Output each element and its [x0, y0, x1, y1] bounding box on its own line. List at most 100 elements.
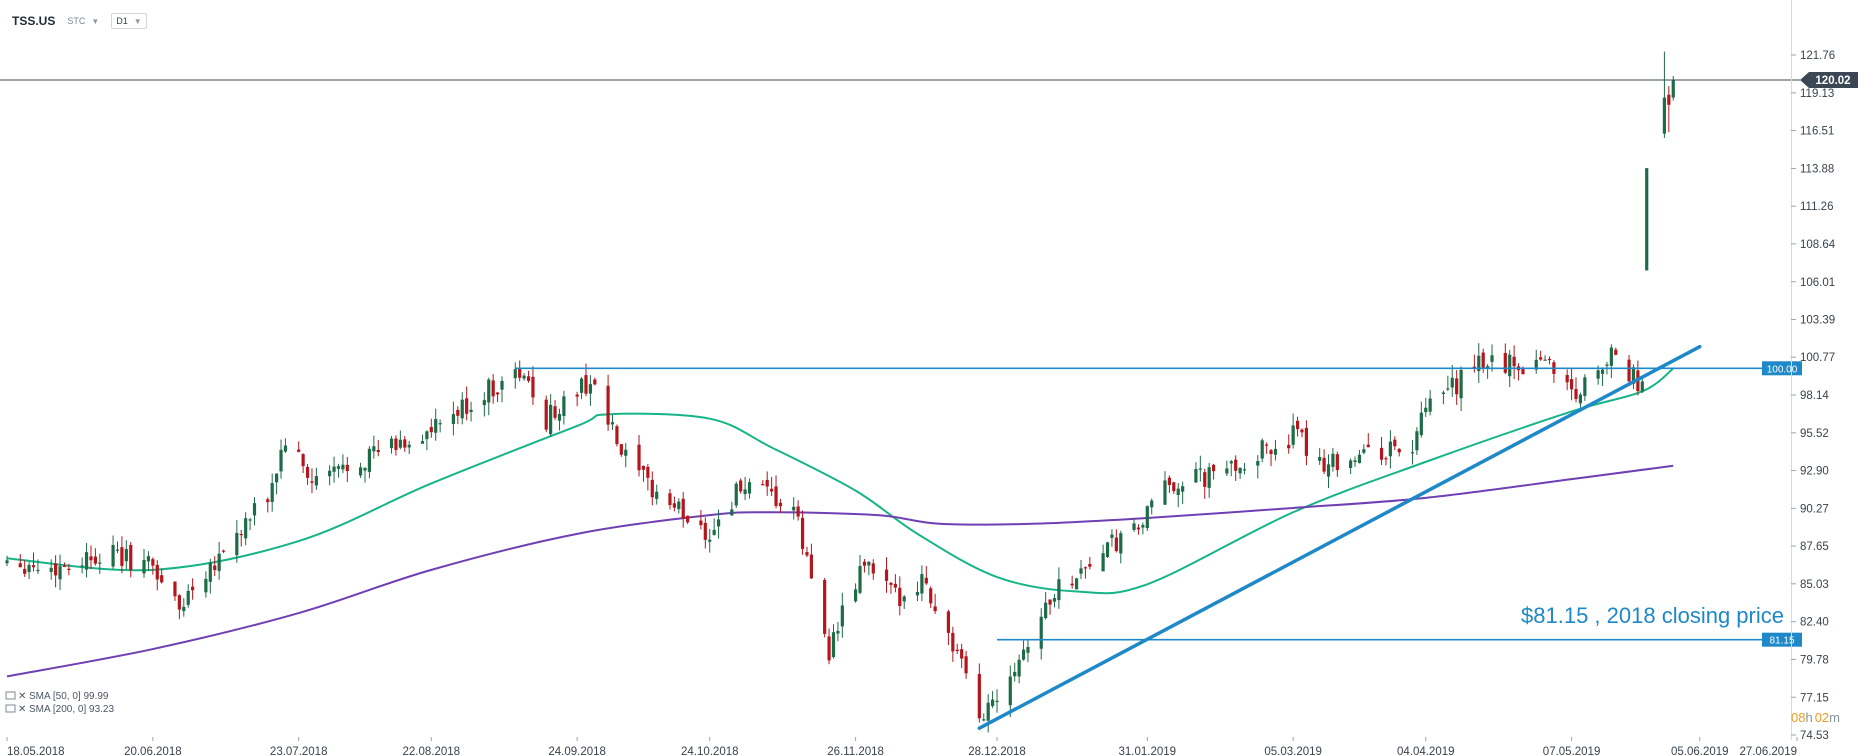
candle: [712, 518, 716, 536]
candle: [1349, 458, 1353, 475]
candle: [1503, 343, 1507, 375]
candle: [933, 593, 937, 614]
candle-body: [641, 465, 646, 470]
date-tick-label: 24.10.2018: [681, 746, 739, 756]
candle: [239, 529, 243, 547]
candle-body: [977, 673, 981, 719]
candle-body: [1295, 420, 1300, 430]
candle: [646, 463, 650, 491]
interval-value: D1: [116, 16, 128, 26]
candle-body: [1490, 355, 1494, 362]
candle: [681, 492, 685, 528]
candle-body: [1521, 369, 1525, 375]
candle-body: [345, 464, 349, 472]
candle: [1013, 662, 1017, 682]
candle: [708, 529, 712, 553]
candle: [836, 621, 840, 642]
candle-body: [823, 580, 827, 634]
countdown-hours: 08: [1791, 710, 1805, 725]
candle-body: [1600, 369, 1605, 374]
candle: [341, 454, 345, 473]
candle: [739, 478, 743, 494]
candle: [62, 562, 67, 568]
candle-body: [93, 556, 97, 564]
candle-body: [1667, 94, 1671, 105]
candle: [1225, 460, 1229, 477]
candle: [800, 510, 805, 555]
chart-style-value: STC: [67, 16, 86, 26]
candle-body: [1472, 366, 1476, 369]
candle-body: [160, 575, 164, 583]
chart-style-dropdown[interactable]: STC ▼: [67, 16, 99, 26]
candle: [1017, 654, 1021, 684]
interval-dropdown[interactable]: D1 ▼: [111, 13, 147, 29]
candle-body: [518, 367, 522, 378]
candle: [823, 578, 827, 638]
candle: [1008, 665, 1012, 717]
candle-body: [1110, 534, 1114, 538]
candle: [1287, 434, 1291, 454]
candle: [1565, 369, 1569, 391]
candle: [177, 594, 181, 620]
candle-body: [1662, 97, 1667, 134]
date-tick-label: 24.09.2018: [548, 746, 606, 756]
candle: [827, 628, 831, 665]
candle: [893, 574, 897, 593]
candle: [182, 598, 186, 617]
candle-body: [584, 375, 588, 394]
price-tick-label: 95.52: [1800, 428, 1829, 440]
candle: [1110, 529, 1114, 547]
candle: [902, 595, 906, 609]
date-tick-label: 05.03.2019: [1264, 746, 1322, 756]
candle-body: [58, 566, 62, 580]
countdown-minutes-unit: m: [1829, 710, 1840, 725]
candle: [1291, 413, 1295, 449]
candle-body: [1605, 364, 1609, 366]
candle: [204, 571, 208, 598]
candle-body: [915, 592, 920, 596]
candle-body: [862, 561, 867, 566]
candle: [840, 592, 844, 638]
candle-body: [1203, 472, 1207, 487]
candle-body: [1079, 568, 1083, 574]
candle: [1234, 455, 1238, 481]
candle-body: [1021, 649, 1026, 660]
candle: [668, 488, 672, 510]
price-tick-label: 100.77: [1800, 352, 1835, 364]
date-tick-label: 23.07.2018: [270, 746, 328, 756]
candle-body: [252, 503, 257, 516]
sma-50-line: [6, 367, 1674, 595]
candle-body: [1225, 468, 1229, 474]
candle: [747, 478, 752, 499]
symbol-label[interactable]: TSS.US: [12, 14, 56, 28]
legend-toggle-icon: [5, 691, 16, 700]
candle: [54, 555, 58, 588]
date-tick-label: 28.12.2018: [968, 746, 1026, 756]
candle: [946, 609, 951, 646]
candle-body: [677, 501, 681, 510]
candle: [1662, 51, 1667, 138]
candle-body: [774, 486, 778, 506]
candle-body: [1627, 359, 1631, 382]
candle-body: [853, 589, 858, 602]
indicator-legend: ✕ SMA [50, 0] 99.99✕ SMA [200, 0] 93.23: [5, 691, 114, 715]
candle-body: [615, 426, 619, 445]
candle: [862, 558, 867, 573]
trendline-group[interactable]: [977, 344, 1702, 730]
candle-body: [730, 509, 734, 516]
candle-body: [305, 466, 310, 478]
legend-item: ✕ SMA [200, 0] 93.23: [5, 704, 114, 715]
candle: [1119, 530, 1123, 564]
candle-body: [1477, 355, 1481, 372]
candle: [544, 395, 548, 433]
closing-price-annotation: $81.15 , 2018 closing price: [1521, 603, 1784, 628]
price-axis: 121.76 119.13 116.51 113.88 111.26 108.64 106.…: [1791, 0, 1836, 742]
candle-body: [1366, 444, 1370, 448]
candle-body: [84, 552, 89, 570]
candle: [358, 462, 363, 478]
candle-body: [332, 466, 336, 472]
candle: [1026, 639, 1030, 663]
candle-body: [239, 533, 243, 536]
candle: [960, 643, 964, 668]
